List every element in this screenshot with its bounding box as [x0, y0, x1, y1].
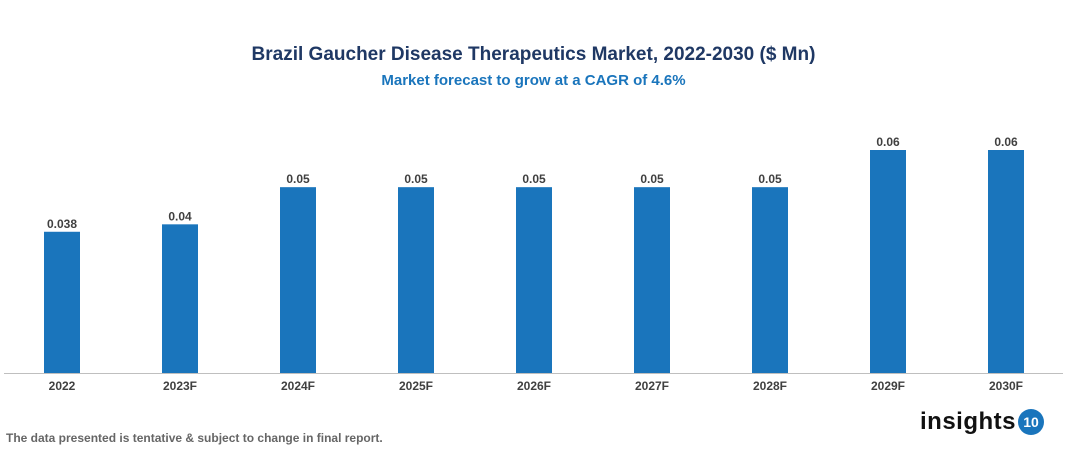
logo-text: insights — [920, 408, 1017, 435]
x-tick-label: 2029F — [871, 379, 905, 393]
data-label: 0.05 — [404, 172, 428, 186]
footnote: The data presented is tentative & subjec… — [6, 431, 383, 445]
chart-subtitle: Market forecast to grow at a CAGR of 4.6… — [381, 72, 686, 89]
x-tick-label: 2022 — [49, 379, 76, 393]
bar — [280, 187, 316, 373]
data-label: 0.05 — [758, 172, 782, 186]
x-tick-label: 2030F — [989, 379, 1023, 393]
data-label: 0.05 — [286, 172, 310, 186]
data-label: 0.05 — [522, 172, 546, 186]
insights10-logo: insights 10 — [920, 408, 1045, 436]
bar — [752, 187, 788, 373]
bar — [398, 187, 434, 373]
x-tick-label: 2026F — [517, 379, 551, 393]
data-label: 0.06 — [876, 135, 900, 149]
bar — [988, 150, 1024, 373]
bar — [634, 187, 670, 373]
bar — [870, 150, 906, 373]
bar — [516, 187, 552, 373]
x-tick-label: 2023F — [163, 379, 197, 393]
bar — [44, 231, 80, 373]
data-label: 0.04 — [168, 209, 192, 223]
logo-badge: 10 — [1018, 409, 1045, 435]
chart-title: Brazil Gaucher Disease Therapeutics Mark… — [251, 44, 816, 65]
x-tick-label: 2024F — [281, 379, 315, 393]
x-tick-label: 2025F — [399, 379, 433, 393]
data-label: 0.05 — [640, 172, 664, 186]
x-tick-label: 2028F — [753, 379, 787, 393]
data-label: 0.038 — [47, 217, 77, 231]
bar — [162, 224, 198, 373]
x-tick-label: 2027F — [635, 379, 669, 393]
bar-chart: 0.038 2022 0.04 2023F 0.05 2024F 0.05 2025F 0.05… — [4, 135, 1063, 393]
data-label: 0.06 — [994, 135, 1018, 149]
